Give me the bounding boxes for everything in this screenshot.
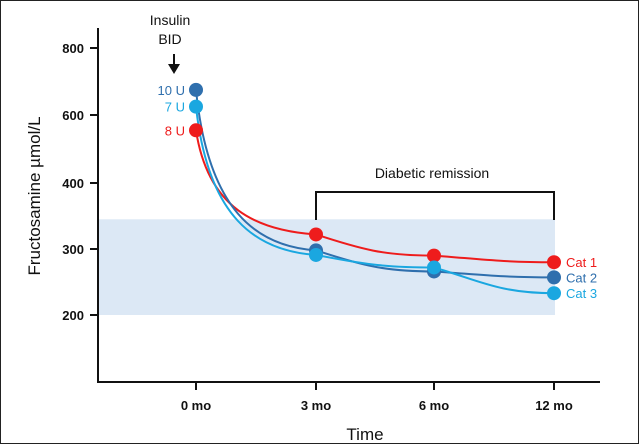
dose-label-cat-2: 10 U bbox=[158, 83, 185, 98]
x-axis-title: Time bbox=[346, 425, 383, 444]
remission-label: Diabetic remission bbox=[375, 165, 489, 181]
series-label-cat-3: Cat 3 bbox=[566, 286, 597, 301]
y-tick-label: 800 bbox=[62, 41, 84, 56]
x-tick-label: 12 mo bbox=[535, 398, 573, 413]
remission-bracket bbox=[315, 191, 555, 220]
dose-label-cat-1: 8 U bbox=[165, 123, 185, 138]
y-axis-title: Fructosamine µmol/L bbox=[25, 116, 44, 275]
y-tick-label: 600 bbox=[62, 108, 84, 123]
data-point-cat-1 bbox=[309, 227, 323, 242]
series-line-cat-3 bbox=[195, 106, 555, 295]
data-point-cat-1 bbox=[547, 255, 561, 270]
data-point-cat-2 bbox=[547, 270, 561, 285]
data-point-cat-3 bbox=[309, 247, 323, 262]
series-label-cat-1: Cat 1 bbox=[566, 255, 597, 270]
x-tick-label: 0 mo bbox=[181, 398, 211, 413]
x-tick-label: 3 mo bbox=[301, 398, 331, 413]
series-label-cat-2: Cat 2 bbox=[566, 270, 597, 285]
x-tick-label: 6 mo bbox=[419, 398, 449, 413]
insulin-arrow bbox=[168, 54, 180, 74]
reference-band bbox=[99, 219, 555, 315]
data-point-cat-3 bbox=[547, 286, 561, 301]
insulin-label: Insulin bbox=[150, 12, 190, 28]
bid-label: BID bbox=[158, 31, 181, 47]
dose-label-cat-3: 7 U bbox=[165, 100, 185, 115]
y-tick-label: 300 bbox=[62, 242, 84, 257]
data-point-cat-3 bbox=[427, 260, 441, 275]
data-point-cat-2 bbox=[189, 82, 203, 97]
y-tick-label: 400 bbox=[62, 176, 84, 191]
data-point-cat-1 bbox=[189, 123, 203, 138]
data-point-cat-3 bbox=[189, 99, 203, 114]
data-point-cat-1 bbox=[427, 248, 441, 263]
y-tick-label: 200 bbox=[62, 308, 84, 323]
